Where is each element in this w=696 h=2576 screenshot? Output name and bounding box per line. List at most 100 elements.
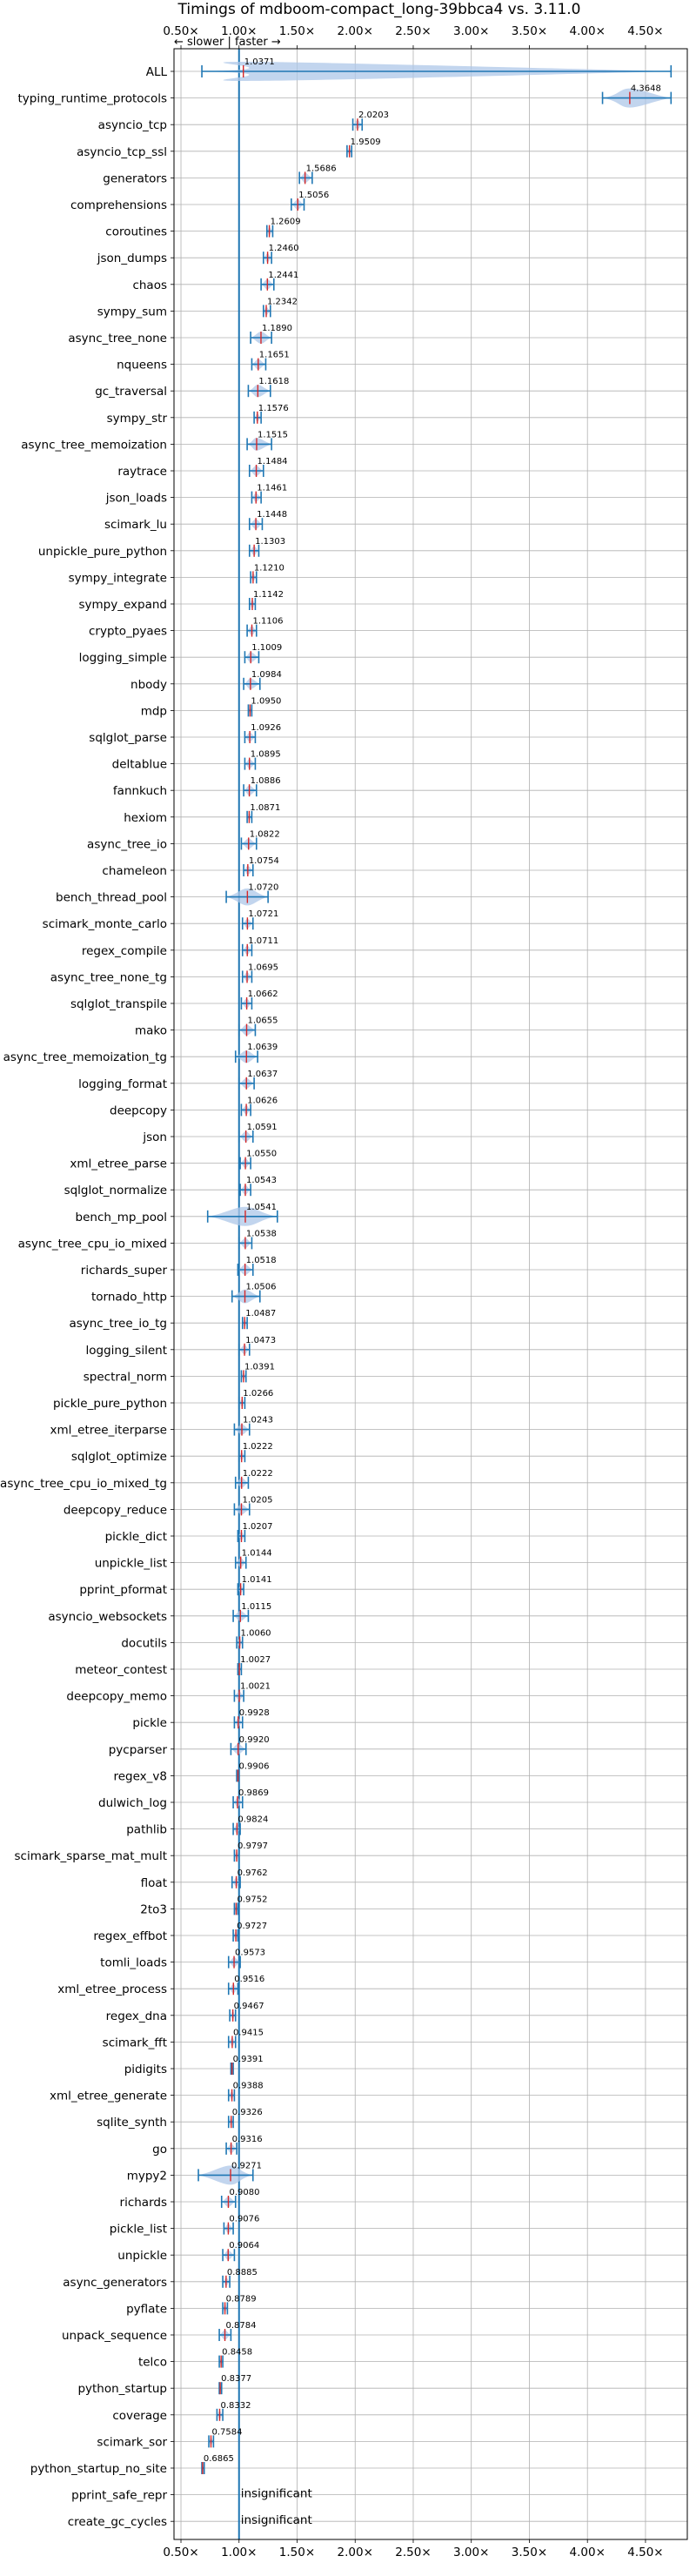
value-label: 1.0895 <box>251 750 281 760</box>
benchmark-label: async_tree_cpu_io_mixed <box>18 1237 167 1251</box>
value-label: 1.0926 <box>251 723 281 733</box>
benchmark-label: mako <box>135 1024 167 1038</box>
benchmark-label: crypto_pyaes <box>89 625 167 639</box>
value-label: 0.9920 <box>239 1735 270 1745</box>
benchmark-label: mdp <box>141 704 167 718</box>
benchmark-label: async_tree_io <box>87 837 167 851</box>
value-label: 1.0222 <box>243 1442 273 1452</box>
benchmark-label: sympy_sum <box>97 305 167 319</box>
benchmark-label: go <box>152 2143 167 2157</box>
benchmark-label: pickle_list <box>110 2223 167 2237</box>
value-label: 0.6865 <box>204 2454 234 2464</box>
value-label: 0.9271 <box>231 2161 262 2170</box>
x-tick-label-top: 1.50× <box>279 24 315 38</box>
benchmark-label: richards_super <box>81 1264 168 1278</box>
value-label: 1.0506 <box>246 1283 277 1292</box>
value-label: 1.1448 <box>257 510 287 520</box>
value-label: 1.0144 <box>242 1549 272 1559</box>
insignificant-label: insignificant <box>241 2513 312 2527</box>
labels-layer: 0.50× 0.50× 1.00× 1.00× 1.50× 1.50× 2.00× 2.00×… <box>0 24 664 2559</box>
benchmark-label: chameleon <box>102 864 167 878</box>
benchmark-label: async_tree_memoization <box>21 438 167 452</box>
value-label: 0.9824 <box>238 1815 268 1825</box>
value-label: 1.1484 <box>258 457 288 466</box>
benchmark-label: logging_simple <box>79 651 167 665</box>
value-label: 0.9316 <box>232 2135 263 2144</box>
value-label: 0.8377 <box>221 2374 251 2384</box>
x-tick-label-bottom: 1.00× <box>221 2546 257 2559</box>
benchmark-label: scimark_lu <box>104 518 167 532</box>
value-label: 1.0487 <box>245 1309 276 1318</box>
value-label: 1.0886 <box>251 776 281 786</box>
value-label: 1.1142 <box>253 590 284 600</box>
insignificant-label: insignificant <box>241 2487 312 2501</box>
benchmark-label: tomli_loads <box>100 1956 167 1970</box>
benchmark-label: regex_effbot <box>93 1929 167 1943</box>
benchmark-label: telco <box>138 2356 167 2370</box>
benchmark-label: ALL <box>146 65 168 79</box>
benchmark-label: asyncio_tcp <box>98 118 167 132</box>
value-label: 1.1461 <box>257 484 287 493</box>
value-label: 1.1515 <box>258 430 288 439</box>
value-label: 0.9388 <box>233 2082 264 2091</box>
value-label: 1.0711 <box>248 936 278 946</box>
value-label: 1.0626 <box>247 1096 278 1105</box>
value-label: 0.9573 <box>235 1949 265 1958</box>
value-label: 1.0639 <box>247 1043 278 1052</box>
benchmark-label: asyncio_tcp_ssl <box>77 145 167 159</box>
benchmark-label: deepcopy_reduce <box>64 1503 167 1517</box>
value-label: 1.0391 <box>244 1362 275 1372</box>
value-label: 0.8789 <box>226 2294 257 2304</box>
value-label: 1.1210 <box>254 563 284 573</box>
benchmark-label: asyncio_websockets <box>48 1610 167 1624</box>
value-label: 0.8332 <box>220 2401 251 2411</box>
benchmark-label: bench_thread_pool <box>56 891 167 905</box>
benchmark-label: pathlib <box>126 1823 167 1837</box>
value-label: 1.0141 <box>242 1575 272 1585</box>
benchmark-label: pycparser <box>109 1743 168 1757</box>
benchmark-label: sympy_expand <box>78 598 167 612</box>
benchmark-label: python_startup <box>77 2382 167 2396</box>
value-label: 0.8885 <box>227 2268 258 2277</box>
benchmark-label: nqueens <box>117 359 167 372</box>
value-label: 1.1303 <box>255 537 285 547</box>
value-label: 1.0721 <box>248 909 278 919</box>
x-tick-label-bottom: 2.50× <box>395 2546 431 2559</box>
x-tick-label-bottom: 3.00× <box>453 2546 489 2559</box>
benchmark-label: pprint_safe_repr <box>71 2489 167 2503</box>
x-tick-label-top: 3.00× <box>453 24 489 38</box>
benchmark-label: chaos <box>132 278 167 292</box>
benchmark-label: pickle <box>132 1716 167 1730</box>
benchmark-label: regex_compile <box>82 944 167 958</box>
value-label: 1.2342 <box>267 297 298 306</box>
value-label: 1.0021 <box>240 1682 271 1692</box>
benchmark-label: json_dumps <box>97 252 167 265</box>
benchmark-label: tornado_http <box>91 1291 167 1305</box>
value-label: 0.9727 <box>237 1922 267 1931</box>
benchmark-label: pyflate <box>126 2302 167 2316</box>
value-label: 1.5056 <box>298 191 329 200</box>
benchmark-label: async_tree_cpu_io_mixed_tg <box>0 1477 167 1491</box>
value-label: 1.0550 <box>246 1150 277 1159</box>
value-label: 1.0591 <box>247 1123 278 1132</box>
value-label: 1.0115 <box>241 1602 271 1612</box>
x-tick-label-top: 4.00× <box>570 24 606 38</box>
benchmark-label: sympy_integrate <box>69 571 167 585</box>
benchmark-label: typing_runtime_protocols <box>18 92 168 106</box>
benchmark-label: scimark_sor <box>97 2435 167 2449</box>
direction-hint: ← slower | faster → <box>174 36 281 49</box>
benchmark-label: bench_mp_pool <box>76 1211 167 1224</box>
benchmark-label: docutils <box>121 1636 167 1650</box>
x-tick-label-bottom: 0.50× <box>163 2546 198 2559</box>
benchmark-label: mypy2 <box>127 2169 167 2183</box>
benchmark-label: json_loads <box>105 492 167 506</box>
x-tick-label-bottom: 3.50× <box>512 2546 547 2559</box>
value-label: 1.0371 <box>244 57 275 67</box>
chart-title: Timings of mdboom-compact_long-39bbca4 v… <box>177 1 581 18</box>
benchmark-label: pprint_pformat <box>79 1583 167 1597</box>
benchmark-label: sqlite_synth <box>97 2116 167 2130</box>
value-label: 1.0473 <box>245 1336 276 1345</box>
benchmark-label: regex_v8 <box>113 1769 167 1783</box>
benchmark-label: meteor_contest <box>75 1663 167 1677</box>
benchmark-label: sqlglot_parse <box>89 731 167 745</box>
